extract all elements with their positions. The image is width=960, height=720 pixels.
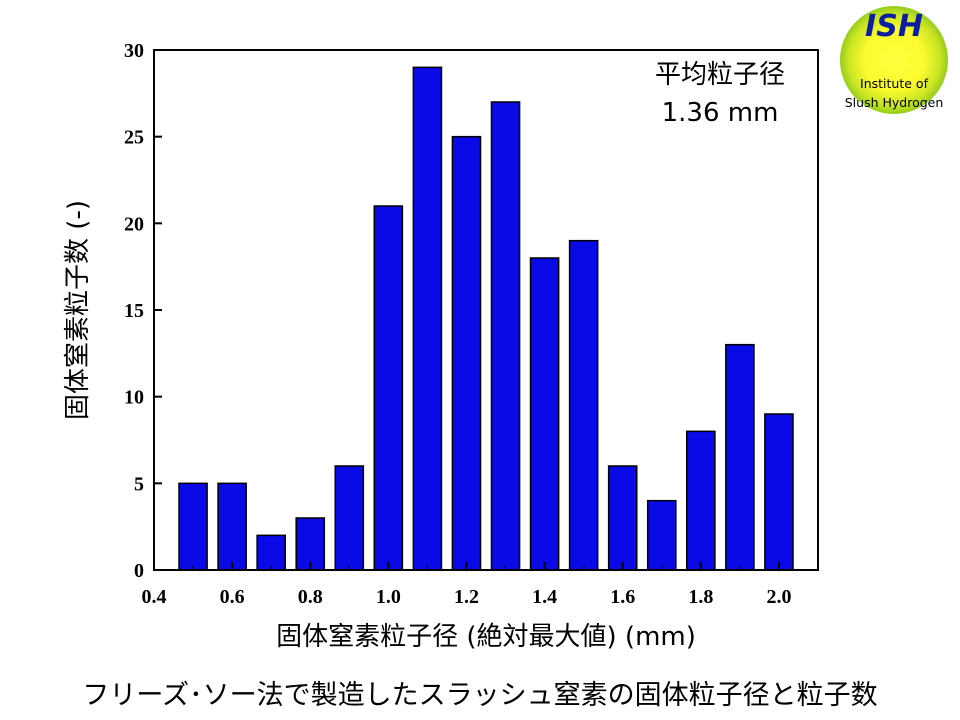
- x-tick-label: 0.6: [220, 586, 245, 608]
- mean-size-label: 平均粒子径: [655, 60, 785, 90]
- y-tick-label: 30: [124, 40, 144, 62]
- x-tick-label: 1.6: [610, 586, 635, 608]
- bar-1.9: [725, 343, 755, 571]
- y-tick-label: 25: [124, 127, 144, 149]
- y-tick-label: 0: [134, 560, 144, 582]
- x-tick-label: 2.0: [766, 586, 791, 608]
- mean-size-value: 1.36 mm: [662, 98, 779, 128]
- x-tick-label: 1.8: [688, 586, 713, 608]
- x-axis-title: 固体窒素粒子径 (絶対最大値) (mm): [276, 622, 696, 652]
- y-tick-label: 10: [124, 387, 144, 409]
- bar-1.4: [529, 257, 560, 571]
- bar-0.7: [256, 534, 286, 571]
- x-tick-label: 1.4: [532, 586, 557, 608]
- bar-1.3: [490, 101, 521, 571]
- bar-0.9: [334, 465, 365, 571]
- x-tick-label: 0.8: [298, 586, 323, 608]
- y-tick-label: 20: [124, 213, 144, 235]
- bar-2.0: [764, 413, 794, 571]
- bar-1.6: [607, 465, 638, 571]
- bar-1.1: [412, 66, 443, 571]
- bars-group: [178, 66, 794, 571]
- figure-caption: フリーズ･ソー法で製造したスラッシュ窒素の固体粒子径と粒子数: [82, 680, 878, 711]
- x-tick-label: 1.0: [376, 586, 401, 608]
- logo-line-2: Slush Hydrogen: [845, 95, 944, 110]
- y-tick-label: 15: [124, 300, 144, 322]
- bar-0.5: [178, 482, 208, 571]
- logo-circle: [840, 6, 948, 114]
- x-tick-label: 1.2: [454, 586, 479, 608]
- ish-logo: ISH Institute of Slush Hydrogen: [840, 6, 948, 114]
- bar-1.2: [451, 135, 482, 571]
- axes-group: [153, 49, 819, 571]
- bar-1.5: [568, 239, 599, 571]
- y-ticks-group: 0 5 10 15 20 25 30: [124, 40, 162, 582]
- logo-line-1: Institute of: [860, 76, 929, 91]
- y-axis-title: 固体窒素粒子数 (-): [63, 200, 93, 420]
- x-tick-label: 0.4: [142, 586, 167, 608]
- bar-0.6: [217, 482, 247, 571]
- bar-1.0: [373, 205, 404, 571]
- plot-frame: [153, 49, 819, 571]
- x-ticks-group: 0.4 0.6 0.8 1.0 1.2 1.4 1.6 1.8 2.0: [142, 562, 819, 608]
- logo-title: ISH: [865, 9, 923, 44]
- y-tick-label: 5: [134, 473, 144, 495]
- bar-1.7: [646, 499, 677, 571]
- bar-1.8: [686, 430, 716, 571]
